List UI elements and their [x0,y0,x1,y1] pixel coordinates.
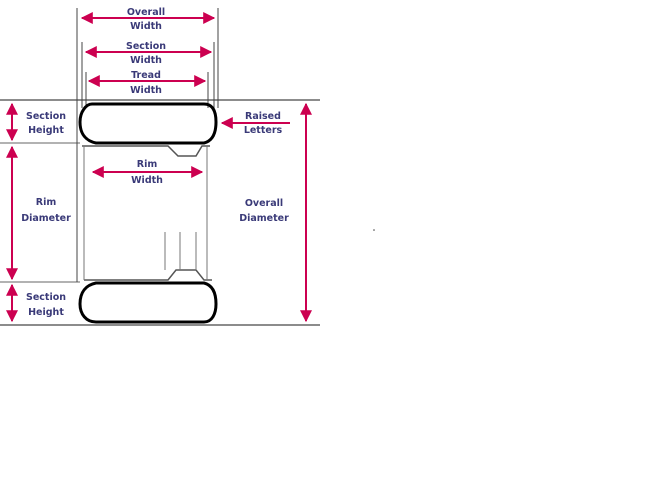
rim-bottom-profile [84,269,212,281]
section-width-label-line2: Width [130,55,162,66]
top-tire-section [78,102,218,145]
overall-diameter-label-line1: Overall [245,198,283,209]
bottom-tire-section [78,281,218,324]
section-height-bottom-label-line2: Height [28,307,64,318]
overall-width-label-line2: Width [130,21,162,32]
section-height-bottom-label-line1: Section [26,292,66,303]
overall-width-label-line1: Overall [127,7,165,18]
rim-diameter-label-line1: Rim [36,197,57,208]
tread-width-label-line2: Width [130,85,162,96]
rim-width-label-line1: Rim [137,159,158,170]
raised-letters-label-line2: Letters [244,125,283,136]
overall-diameter-label-line2: Diameter [239,213,289,224]
rim-diameter-label-line2: Diameter [21,213,71,224]
stray-dot [373,229,375,231]
rim-top-profile [82,145,210,157]
tread-width-label-line1: Tread [131,70,161,81]
section-width-label-line1: Section [126,41,166,52]
section-height-top-label-line1: Section [26,111,66,122]
raised-letters-label-line1: Raised [245,111,281,122]
section-height-top-label-line2: Height [28,125,64,136]
rim-width-label-line2: Width [131,175,163,186]
